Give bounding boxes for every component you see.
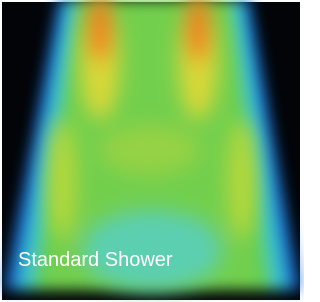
caption: Standard Shower (18, 249, 173, 271)
thermal-image: Standard Shower (0, 0, 304, 302)
page: {"caption": "Standard Shower"} Standard … (0, 0, 304, 302)
